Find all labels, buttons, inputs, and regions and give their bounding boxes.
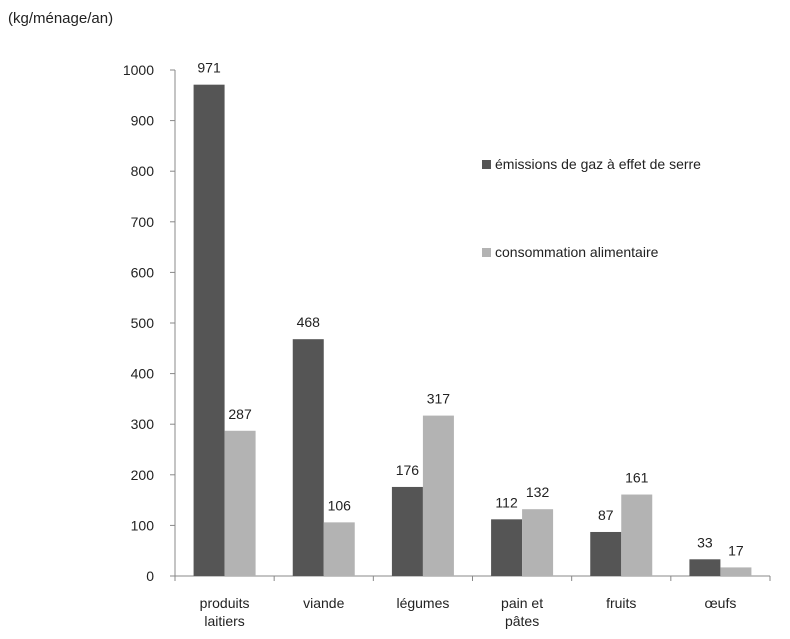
data-label: 971 (197, 60, 221, 76)
legend-label: consommation alimentaire (495, 244, 659, 260)
y-tick-label: 600 (131, 264, 155, 280)
x-tick-label: pain et pâtes (501, 595, 543, 629)
bar (720, 567, 752, 576)
data-label: 87 (598, 507, 614, 523)
data-label: 132 (526, 484, 550, 500)
data-label: 17 (728, 542, 744, 558)
data-label: 33 (697, 534, 713, 550)
y-tick-label: 0 (146, 568, 154, 584)
x-tick-label: viande (303, 595, 344, 611)
bar (491, 519, 523, 576)
bar (590, 531, 622, 576)
data-label: 106 (328, 497, 352, 513)
x-tick-label: légumes (396, 595, 449, 611)
legend-label: émissions de gaz à effet de serre (495, 156, 701, 172)
x-tick-label: produits laitiers (200, 595, 250, 629)
y-axis-label: (kg/ménage/an) (8, 10, 114, 27)
legend-swatch (482, 248, 491, 257)
y-tick-label: 100 (131, 517, 155, 533)
legend: émissions de gaz à effet de serre consomm… (482, 156, 701, 260)
y-tick-label: 400 (131, 366, 155, 382)
bar (292, 339, 324, 576)
bar (391, 486, 423, 576)
data-label: 112 (495, 494, 518, 510)
data-label: 287 (228, 406, 252, 422)
data-label: 161 (625, 470, 649, 486)
y-tick-label: 800 (131, 163, 155, 179)
bar (193, 84, 225, 576)
y-tick-label: 1000 (123, 62, 154, 78)
bar (522, 509, 554, 576)
legend-swatch (482, 160, 491, 169)
data-label: 468 (297, 314, 321, 330)
bars (193, 84, 752, 576)
data-label: 317 (427, 391, 451, 407)
x-tick-label: fruits (606, 595, 636, 611)
y-tick-label: 700 (131, 214, 155, 230)
y-tick-label: 900 (131, 113, 155, 129)
y-tick-label: 200 (131, 467, 155, 483)
bar (224, 430, 256, 576)
data-labels: 971 287 468 106 176 317 112 132 87 161 33 17 (197, 60, 744, 559)
bar (323, 522, 355, 576)
y-tick-label: 500 (131, 315, 155, 331)
data-label: 176 (396, 462, 420, 478)
bar (621, 494, 653, 576)
bar (422, 415, 454, 576)
bar (689, 559, 721, 576)
y-tick-label: 300 (131, 416, 155, 432)
axes: 0 100 200 300 400 500 600 700 800 900 1000 produits… (123, 62, 771, 629)
x-tick-label: œufs (704, 595, 736, 611)
